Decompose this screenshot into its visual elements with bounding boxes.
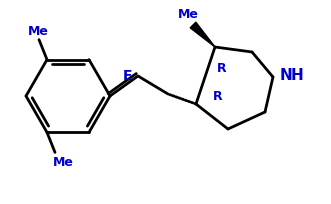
Text: N: N bbox=[280, 67, 293, 82]
Text: Me: Me bbox=[53, 155, 73, 168]
Text: Me: Me bbox=[177, 8, 199, 21]
Text: R: R bbox=[213, 90, 223, 103]
Text: Me: Me bbox=[27, 25, 48, 38]
Polygon shape bbox=[190, 23, 215, 48]
Text: R: R bbox=[217, 62, 227, 75]
Text: E: E bbox=[123, 69, 133, 83]
Text: H: H bbox=[291, 67, 304, 82]
